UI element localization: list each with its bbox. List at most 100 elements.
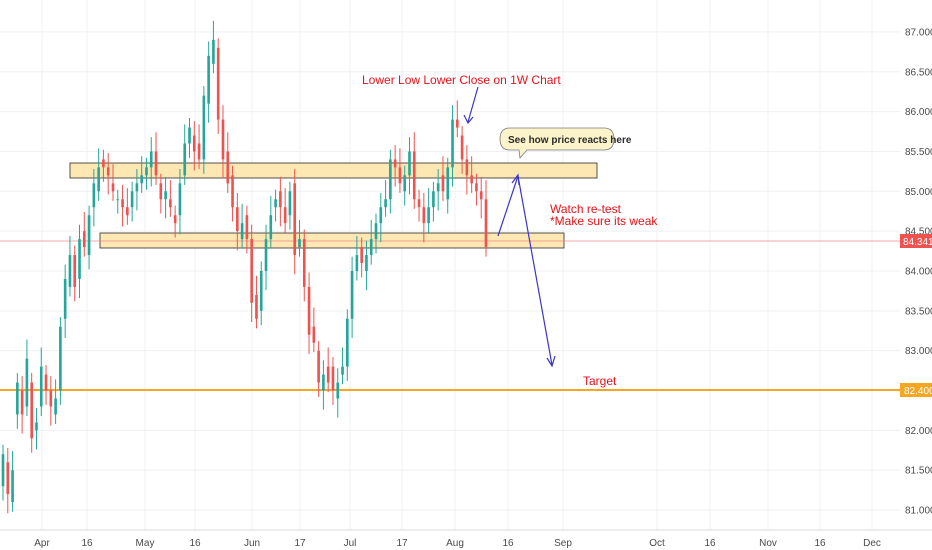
candle-body xyxy=(360,247,363,264)
candle-body xyxy=(465,159,469,176)
candle-body xyxy=(135,183,139,192)
candle-body xyxy=(92,183,96,208)
candle-body xyxy=(350,270,354,319)
candle-body xyxy=(374,223,378,240)
target-price-label: 82.400 xyxy=(904,386,932,397)
candle-body xyxy=(393,159,397,168)
candle-body xyxy=(259,270,263,311)
candle-body xyxy=(255,294,258,319)
candle-body xyxy=(288,191,292,216)
candle-body xyxy=(432,191,435,208)
candle-body xyxy=(87,215,91,256)
candle-body xyxy=(192,135,196,152)
candle-body xyxy=(455,119,459,128)
candle-body xyxy=(389,159,392,200)
candle-body xyxy=(6,462,10,495)
candle-body xyxy=(59,326,62,391)
candle-body xyxy=(188,127,191,144)
candle-body xyxy=(293,183,297,256)
candle-body xyxy=(20,390,24,415)
candle-body xyxy=(412,151,416,200)
candle-body xyxy=(307,286,311,335)
candle-body xyxy=(298,239,301,248)
candle-body xyxy=(73,255,77,287)
price-tick-label: 82.000 xyxy=(905,426,932,437)
candle-body xyxy=(25,358,29,407)
target-annotation: Target xyxy=(583,374,617,388)
candle-body xyxy=(97,167,100,192)
bubble-text: See how price reacts here xyxy=(508,135,632,146)
price-tick-label: 85.500 xyxy=(905,147,932,158)
date-tick-label: 16 xyxy=(704,538,716,549)
candle-body xyxy=(369,239,373,256)
date-tick-label: 16 xyxy=(81,538,93,549)
date-tick-label: 17 xyxy=(396,538,408,549)
date-tick-label: 16 xyxy=(189,538,201,549)
candle-body xyxy=(173,215,177,224)
date-tick-label: Jul xyxy=(344,538,357,549)
candle-body xyxy=(403,175,407,192)
candle-body xyxy=(145,167,148,176)
candle-body xyxy=(39,366,43,407)
date-tick-label: 17 xyxy=(294,538,306,549)
candle-body xyxy=(451,119,454,168)
candle-body xyxy=(130,191,134,208)
candle-body xyxy=(417,199,421,208)
candle-body xyxy=(49,390,53,407)
candle-body xyxy=(331,366,335,391)
lower-low-annotation: Lower Low Lower Close on 1W Chart xyxy=(362,73,561,87)
candle-body xyxy=(336,382,340,399)
candle-body xyxy=(126,207,129,216)
candle-body xyxy=(111,183,115,192)
candlesticks xyxy=(1,20,488,514)
candle-body xyxy=(82,231,86,248)
candle-body xyxy=(121,199,124,208)
price-tick-label: 81.500 xyxy=(905,466,932,477)
lower-low-arrow xyxy=(463,86,479,125)
current-price-tag: 84.341 xyxy=(900,234,932,248)
candle-body xyxy=(365,255,368,271)
candle-body xyxy=(16,382,19,415)
candle-body xyxy=(164,191,167,200)
watch-retest-annotation: Watch re-test xyxy=(550,202,622,216)
candle-body xyxy=(279,191,282,208)
price-reaction-bubble: See how price reacts here xyxy=(499,127,632,159)
candle-body xyxy=(169,199,172,208)
candle-body xyxy=(479,191,483,200)
candle-body xyxy=(274,199,277,208)
candle-body xyxy=(302,239,306,287)
candle-body xyxy=(427,207,430,224)
date-tick-label: Sep xyxy=(554,538,572,549)
candle-body xyxy=(231,175,234,208)
candle-body xyxy=(78,239,81,279)
price-axis[interactable]: 81.00081.50082.00082.50083.00083.50084.0… xyxy=(900,0,932,530)
time-axis[interactable]: Apr 16 May 16 Jun 17 Jul 17 Aug 16 Sep Oct 16 Nov 16 De… xyxy=(0,529,932,549)
candle-body xyxy=(408,151,411,176)
candle-body xyxy=(283,207,287,224)
projection-arrows xyxy=(497,173,556,368)
candle-body xyxy=(460,135,464,160)
candle-body xyxy=(30,382,34,439)
target-price-tag: 82.400 xyxy=(900,383,932,397)
candle-body xyxy=(1,454,5,487)
date-tick-label: Apr xyxy=(34,538,50,549)
candle-body xyxy=(346,318,349,367)
candle-body xyxy=(35,422,38,431)
candle-body xyxy=(422,207,426,224)
candle-body xyxy=(384,199,387,208)
candle-body xyxy=(154,151,158,176)
price-tick-label: 84.500 xyxy=(905,227,932,238)
candle-body xyxy=(317,350,320,383)
candle-body xyxy=(326,366,330,383)
candle-body xyxy=(44,374,48,391)
date-tick-label: 16 xyxy=(814,538,826,549)
support-resistance-zones xyxy=(69,162,598,249)
candle-body xyxy=(250,239,253,303)
support-zone xyxy=(99,232,565,249)
date-tick-label: May xyxy=(136,538,155,549)
candle-body xyxy=(216,47,220,120)
candle-body xyxy=(436,183,440,192)
price-tick-label: 83.500 xyxy=(905,306,932,317)
candle-body xyxy=(116,199,120,201)
